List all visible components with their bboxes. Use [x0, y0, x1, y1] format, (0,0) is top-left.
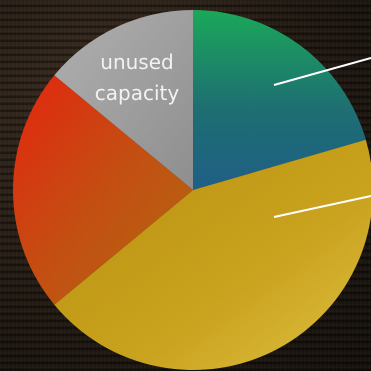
pie-slice-teal [193, 10, 366, 190]
pie-slice-unused-capacity [54, 10, 194, 190]
pie-slice-red [12, 75, 194, 305]
leader-line-gold [273, 195, 371, 218]
leader-line-teal [273, 57, 371, 86]
slice-label-unused-line2: capacity [95, 81, 180, 105]
pie-slice-gold [54, 139, 371, 370]
slice-label-unused-line1: unused [100, 50, 173, 74]
